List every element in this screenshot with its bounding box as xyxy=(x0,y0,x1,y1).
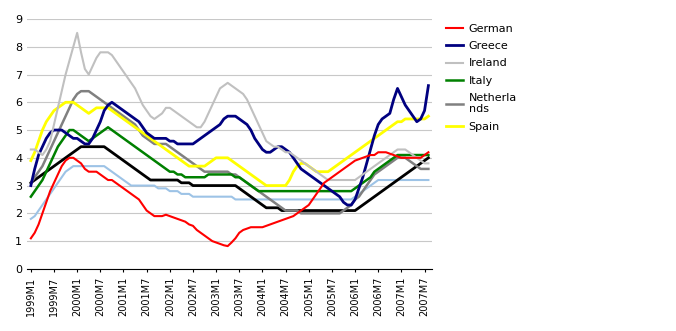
Italy xyxy=(131,145,139,149)
Spain xyxy=(425,114,433,118)
Greece xyxy=(127,114,135,118)
Ireland xyxy=(324,178,332,182)
Greece xyxy=(425,84,433,88)
Netherla
nds xyxy=(297,212,305,215)
Legend: German, Greece, Ireland, Italy, Netherla
nds, Spain: German, Greece, Ireland, Italy, Netherla… xyxy=(442,20,521,136)
Ireland xyxy=(39,153,47,157)
Ireland xyxy=(228,84,236,88)
Line: German: German xyxy=(31,152,429,246)
Greece xyxy=(393,86,402,90)
German xyxy=(425,150,433,154)
Netherla
nds xyxy=(77,89,85,93)
Netherla
nds xyxy=(416,167,425,171)
Line: Spain: Spain xyxy=(31,102,429,186)
Line: Greece: Greece xyxy=(31,86,429,205)
Spain xyxy=(147,136,155,140)
Ireland xyxy=(147,114,155,118)
Italy xyxy=(104,125,112,129)
German xyxy=(416,156,425,160)
Greece xyxy=(27,184,35,188)
Greece xyxy=(343,203,352,207)
Italy xyxy=(413,153,421,157)
Spain xyxy=(39,128,47,132)
Spain xyxy=(131,125,139,129)
Italy xyxy=(147,156,155,160)
Italy xyxy=(228,172,236,176)
Ireland xyxy=(425,162,433,166)
German xyxy=(127,192,135,196)
German xyxy=(39,212,47,215)
Netherla
nds xyxy=(397,156,406,160)
Netherla
nds xyxy=(147,139,155,143)
Greece xyxy=(143,131,151,135)
German xyxy=(224,244,232,248)
Netherla
nds xyxy=(39,164,47,168)
Netherla
nds xyxy=(131,122,139,126)
Netherla
nds xyxy=(228,172,236,176)
Italy xyxy=(39,178,47,182)
Line: Italy: Italy xyxy=(31,127,429,197)
Spain xyxy=(397,120,406,124)
Line: Netherla
nds: Netherla nds xyxy=(31,91,429,213)
German xyxy=(228,241,236,245)
Italy xyxy=(27,195,35,199)
Italy xyxy=(393,153,402,157)
Spain xyxy=(62,100,70,104)
Greece xyxy=(413,120,421,124)
Netherla
nds xyxy=(425,167,433,171)
German xyxy=(397,156,406,160)
Ireland xyxy=(131,86,139,90)
Spain xyxy=(416,117,425,121)
Spain xyxy=(262,184,270,188)
Ireland xyxy=(416,159,425,163)
Greece xyxy=(224,114,232,118)
German xyxy=(375,150,383,154)
Ireland xyxy=(397,148,406,152)
Italy xyxy=(425,153,433,157)
Spain xyxy=(228,159,236,163)
Spain xyxy=(27,159,35,163)
Ireland xyxy=(73,31,81,35)
German xyxy=(27,236,35,240)
Netherla
nds xyxy=(27,181,35,185)
Ireland xyxy=(27,148,35,152)
Greece xyxy=(39,145,47,149)
German xyxy=(143,209,151,213)
Line: Ireland: Ireland xyxy=(31,33,429,180)
